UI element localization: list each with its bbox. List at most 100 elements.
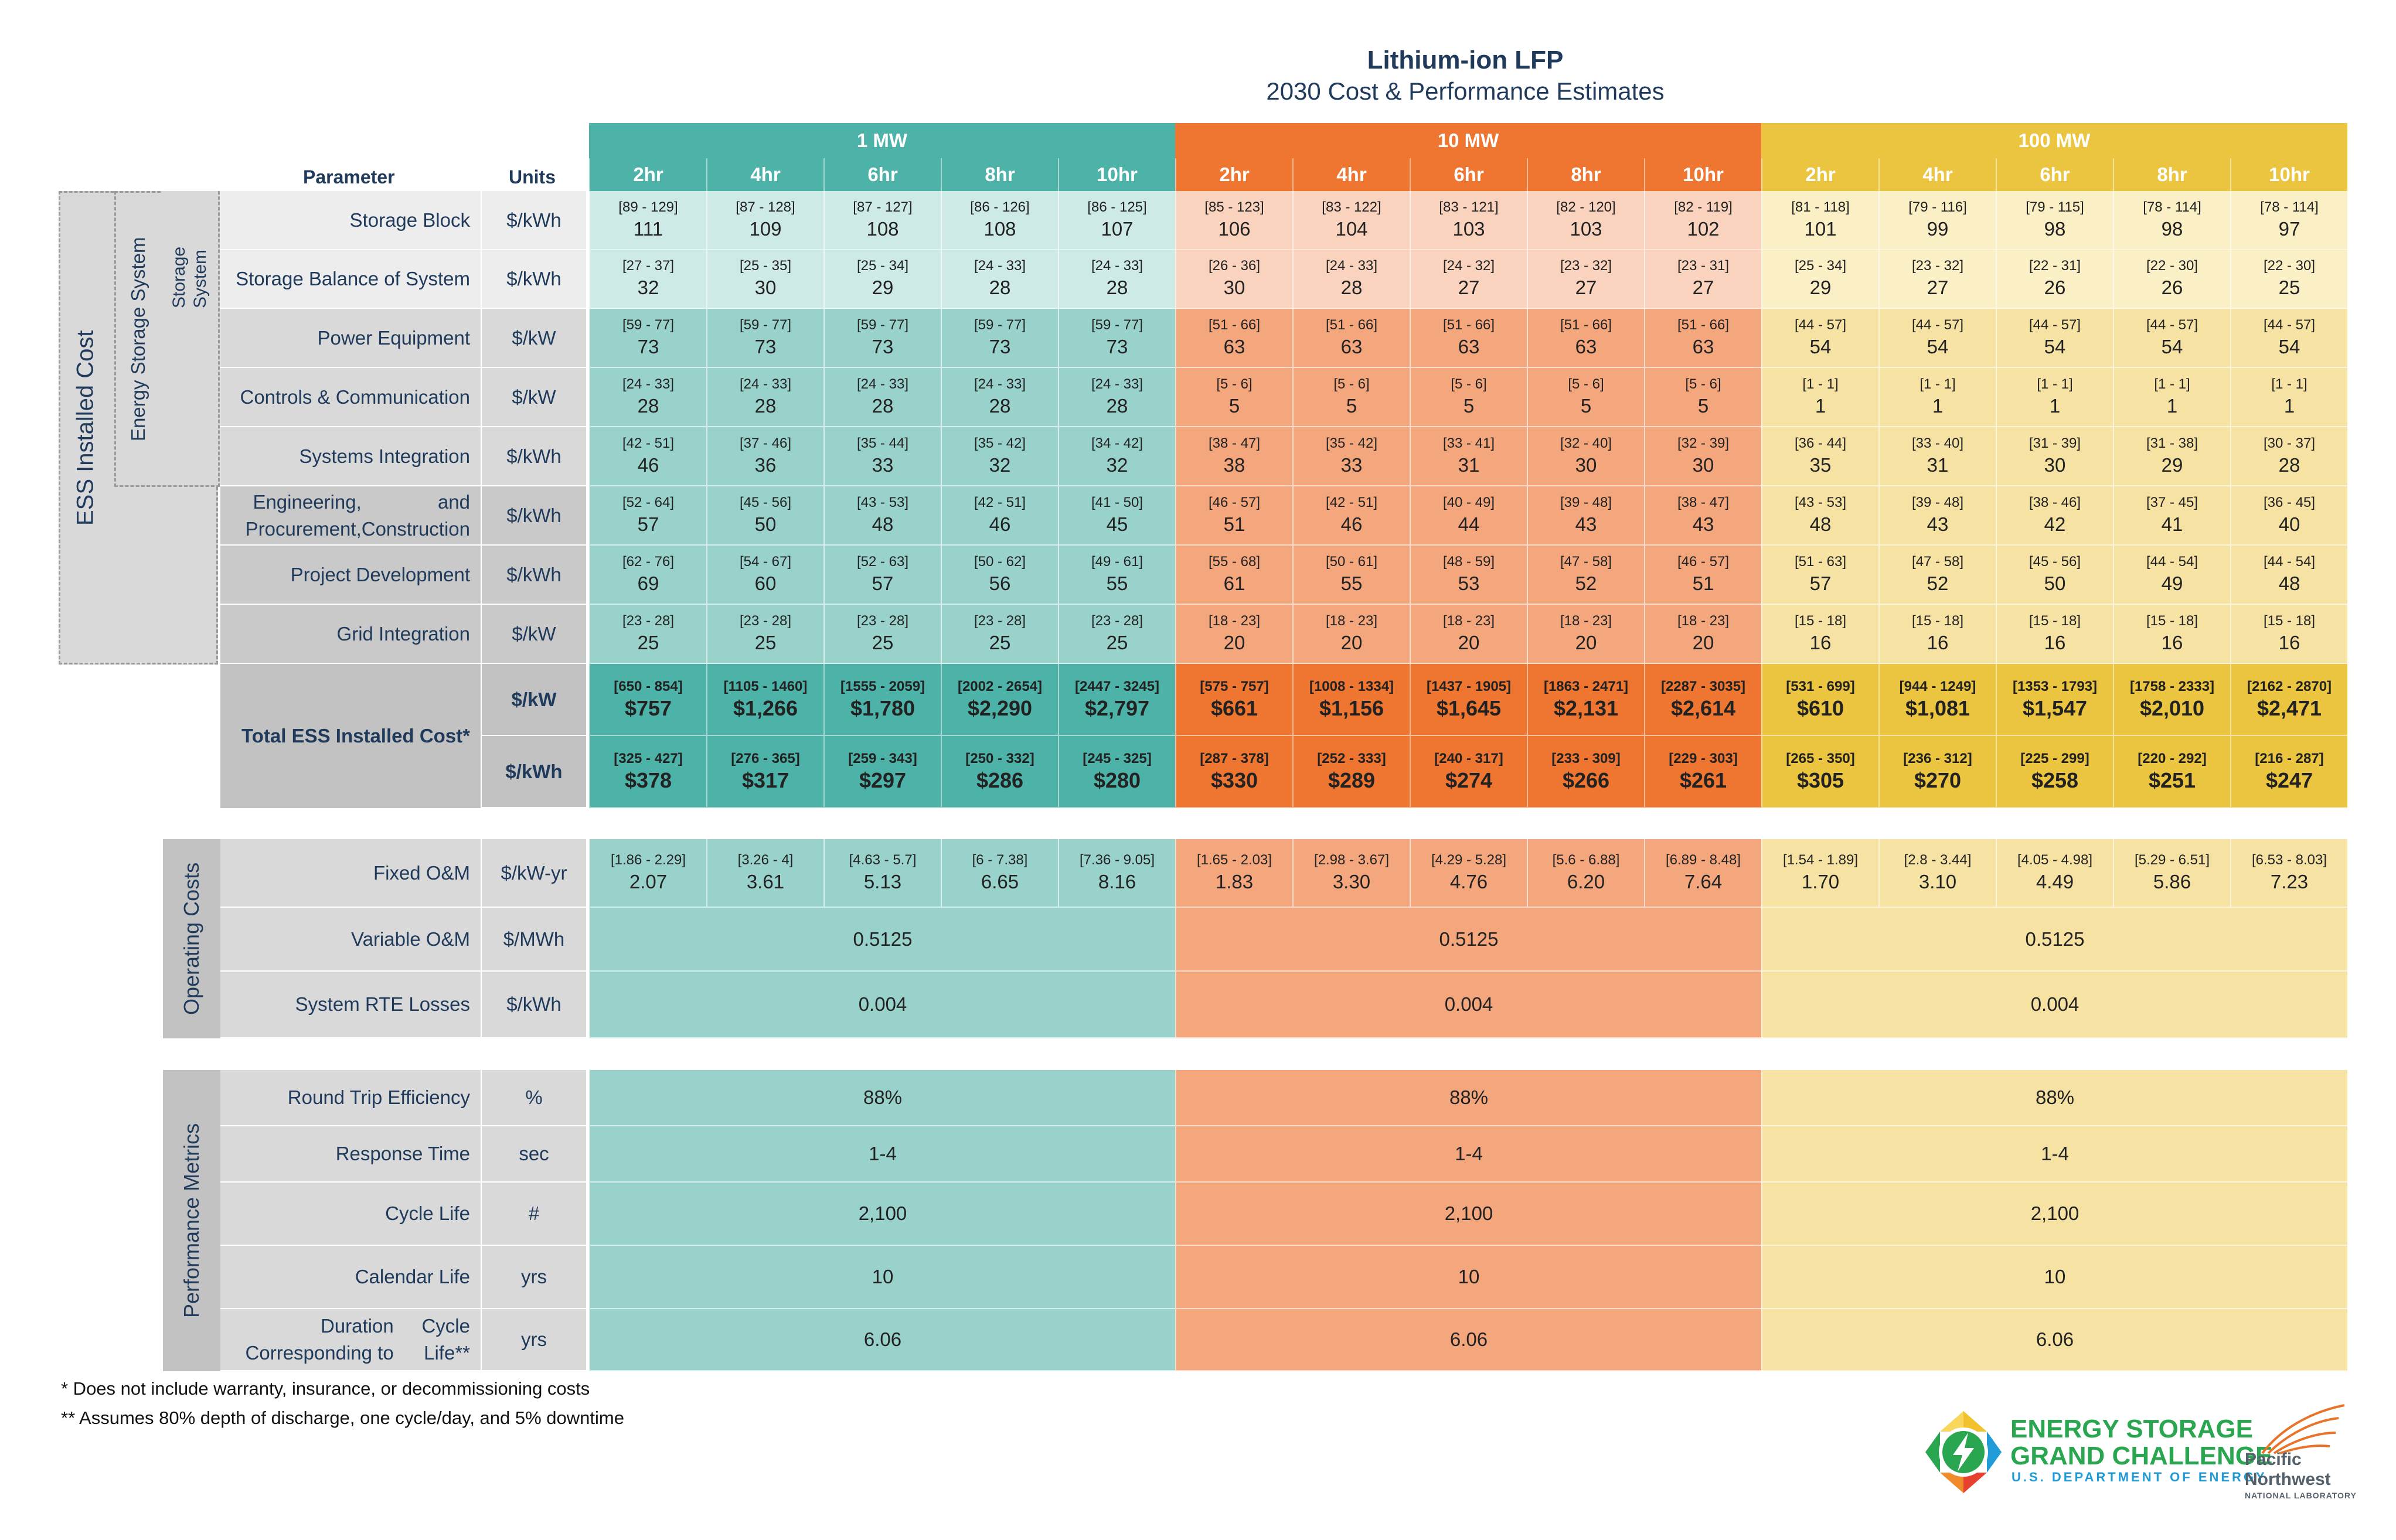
data-cell: [38 - 46] 42 (1996, 486, 2113, 546)
range-value: [531 - 699] (1786, 678, 1855, 694)
group-header: 1 MW (589, 123, 1175, 158)
range-value: [2162 - 2870] (2247, 678, 2332, 694)
param-label: Variable O&M (220, 908, 481, 972)
total-cell: [233 - 309] $266 (1527, 736, 1644, 808)
param-label-text: Duration Corresponding to (245, 1315, 394, 1364)
data-cell: [24 - 33] 28 (941, 368, 1058, 427)
point-value: $1,547 (2022, 696, 2088, 720)
point-value: 7.23 (2270, 870, 2309, 892)
point-value: 103 (1452, 217, 1485, 240)
data-cell: [31 - 39] 30 (1996, 427, 2113, 486)
data-cell: [45 - 56] 50 (1996, 546, 2113, 605)
data-cell: [6.53 - 8.03] 7.23 (2230, 839, 2347, 908)
point-value: 30 (754, 276, 777, 298)
point-value: 27 (1692, 276, 1714, 298)
point-value: 61 (1223, 572, 1245, 594)
range-value: [240 - 317] (1434, 750, 1503, 766)
point-value: 43 (1927, 513, 1949, 535)
point-value: $289 (1328, 768, 1376, 792)
point-value: 1.70 (1801, 870, 1840, 892)
range-value: [59 - 77] (974, 316, 1026, 333)
point-value: 44 (1458, 513, 1480, 535)
data-cell: [86 - 125] 107 (1058, 191, 1175, 250)
range-value: [1 - 1] (1802, 376, 1839, 392)
total-cell: [531 - 699] $610 (1761, 664, 1878, 736)
point-value: 3.61 (746, 870, 785, 892)
range-value: [5.29 - 6.51] (2134, 851, 2210, 868)
point-value: 29 (872, 276, 894, 298)
footnote-1: * Does not include warranty, insurance, … (61, 1378, 590, 1399)
point-value: $266 (1562, 768, 1610, 792)
esgc-line1: ENERGY STORAGE (2010, 1415, 2254, 1443)
data-cell: [18 - 23] 20 (1527, 605, 1644, 664)
range-value: [30 - 37] (2263, 435, 2316, 451)
point-value: 32 (1106, 454, 1128, 476)
merged-value-cell: 88% (589, 1070, 1175, 1126)
range-value: [47 - 58] (1560, 553, 1612, 570)
total-cell: [1105 - 1460] $1,266 (706, 664, 823, 736)
point-value: $247 (2265, 768, 2313, 792)
range-value: [2.98 - 3.67] (1313, 851, 1390, 868)
point-value: 28 (754, 394, 777, 417)
merged-value-cell: 0.004 (1175, 972, 1761, 1038)
unit-label: $/kW (481, 605, 586, 664)
point-value: $610 (1796, 696, 1844, 720)
data-cell: [15 - 18] 16 (2113, 605, 2230, 664)
duration-header: 6hr (823, 158, 941, 191)
data-cell: [22 - 30] 25 (2230, 250, 2347, 309)
data-cell: [24 - 32] 27 (1410, 250, 1527, 309)
range-value: [87 - 128] (736, 199, 795, 215)
range-value: [35 - 42] (974, 435, 1026, 451)
range-value: [1437 - 1905] (1426, 678, 1512, 694)
point-value: 27 (1575, 276, 1597, 298)
point-value: 25 (989, 631, 1011, 653)
range-value: [78 - 114] (2260, 199, 2319, 215)
data-cell: [1 - 1] 1 (2113, 368, 2230, 427)
range-value: [5 - 6] (1568, 376, 1604, 392)
range-value: [59 - 77] (856, 316, 909, 333)
data-cell: [22 - 30] 26 (2113, 250, 2230, 309)
merged-value-cell: 0.5125 (589, 908, 1175, 972)
duration-header: 2hr (1761, 158, 1878, 191)
range-value: [36 - 45] (2263, 494, 2316, 510)
point-value: 54 (1809, 335, 1832, 357)
range-value: [51 - 63] (1794, 553, 1847, 570)
range-value: [25 - 34] (1794, 257, 1847, 274)
data-cell: [24 - 33] 28 (589, 368, 706, 427)
range-value: [34 - 42] (1091, 435, 1143, 451)
point-value: 20 (1223, 631, 1245, 653)
range-value: [89 - 129] (618, 199, 678, 215)
unit-label: $/kWh (481, 972, 586, 1038)
range-value: [24 - 33] (1325, 257, 1378, 274)
range-value: [259 - 343] (848, 750, 917, 766)
data-cell: [54 - 67] 60 (706, 546, 823, 605)
range-value: [44 - 54] (2263, 553, 2316, 570)
param-label: Storage Balance of System (220, 250, 481, 309)
data-cell: [1 - 1] 1 (1761, 368, 1878, 427)
point-value: $251 (2148, 768, 2196, 792)
range-value: [25 - 34] (856, 257, 909, 274)
range-value: [44 - 54] (2146, 553, 2198, 570)
data-cell: [36 - 44] 35 (1761, 427, 1878, 486)
point-value: $297 (859, 768, 907, 792)
data-cell: [43 - 53] 48 (823, 486, 941, 546)
point-value: 25 (872, 631, 894, 653)
data-cell: [36 - 45] 40 (2230, 486, 2347, 546)
total-cell: [1353 - 1793] $1,547 (1996, 664, 2113, 736)
range-value: [1105 - 1460] (723, 678, 808, 694)
range-value: [42 - 51] (1325, 494, 1378, 510)
range-value: [1.86 - 2.29] (610, 851, 686, 868)
data-cell: [33 - 41] 31 (1410, 427, 1527, 486)
data-cell: [1 - 1] 1 (1996, 368, 2113, 427)
data-cell: [46 - 57] 51 (1644, 546, 1761, 605)
range-value: [6.53 - 8.03] (2251, 851, 2327, 868)
range-value: [325 - 427] (614, 750, 683, 766)
range-value: [52 - 63] (856, 553, 909, 570)
data-cell: [23 - 28] 25 (1058, 605, 1175, 664)
data-cell: [49 - 61] 55 (1058, 546, 1175, 605)
range-value: [50 - 61] (1325, 553, 1378, 570)
range-value: [24 - 33] (856, 376, 909, 392)
data-cell: [51 - 66] 63 (1175, 309, 1292, 368)
point-value: 29 (2161, 454, 2183, 476)
point-value: 5.86 (2153, 870, 2191, 892)
